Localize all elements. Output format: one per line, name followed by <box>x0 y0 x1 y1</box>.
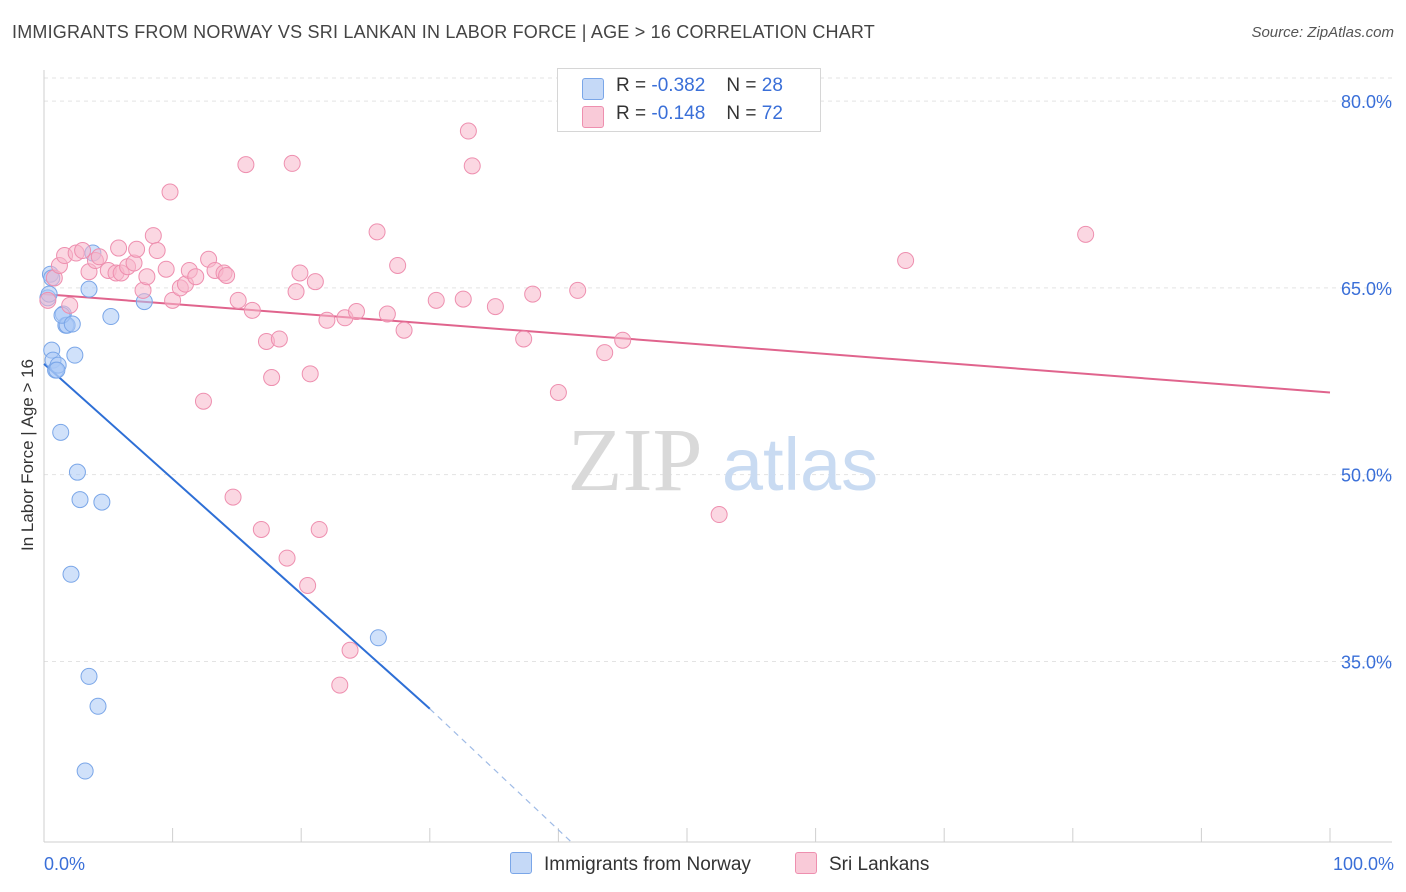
point-srilanka <box>278 549 296 567</box>
y-tick-label: 35.0% <box>1341 652 1392 672</box>
y-tick-label: 65.0% <box>1341 279 1392 299</box>
point-srilanka <box>39 291 57 309</box>
point-srilanka <box>243 301 261 319</box>
bottom-legend-swatch-norway <box>510 852 532 874</box>
point-srilanka <box>287 283 305 301</box>
y-tick-label: 50.0% <box>1341 466 1392 486</box>
trend-line-norway <box>43 363 431 710</box>
point-srilanka <box>90 248 108 266</box>
point-srilanka <box>144 227 162 245</box>
point-srilanka <box>291 264 309 282</box>
point-srilanka <box>310 520 328 538</box>
point-srilanka <box>524 285 542 303</box>
watermark-zip: ZIP <box>568 411 703 510</box>
point-srilanka <box>164 291 182 309</box>
point-norway <box>89 697 107 715</box>
point-srilanka <box>218 266 236 284</box>
point-srilanka <box>1077 225 1095 243</box>
point-srilanka <box>614 331 632 349</box>
chart-title: IMMIGRANTS FROM NORWAY VS SRI LANKAN IN … <box>12 22 875 42</box>
point-srilanka <box>110 239 128 257</box>
point-norway <box>76 762 94 780</box>
point-srilanka <box>395 321 413 339</box>
point-srilanka <box>263 369 281 387</box>
point-srilanka <box>331 676 349 694</box>
point-norway <box>52 423 70 441</box>
point-srilanka <box>187 268 205 286</box>
point-srilanka <box>515 330 533 348</box>
x-tick-label-max: 100.0% <box>1333 854 1394 874</box>
point-srilanka <box>459 122 477 140</box>
y-tick-label: 80.0% <box>1341 92 1392 112</box>
y-axis-label: In Labor Force | Age > 16 <box>18 358 37 552</box>
point-norway <box>63 315 81 333</box>
point-srilanka <box>252 520 270 538</box>
legend-text-srilanka: R = -0.148 N = 72 <box>616 103 783 124</box>
point-norway <box>68 463 86 481</box>
legend-swatch-srilanka <box>582 106 604 128</box>
point-srilanka <box>229 291 247 309</box>
point-srilanka <box>270 330 288 348</box>
point-norway <box>66 346 84 364</box>
trend-line-norway-extrapolated <box>429 708 572 843</box>
point-srilanka <box>161 183 179 201</box>
point-srilanka <box>569 281 587 299</box>
point-srilanka <box>368 223 386 241</box>
point-norway <box>80 280 98 298</box>
point-norway <box>71 491 89 509</box>
point-norway <box>80 667 98 685</box>
correlation-legend: R = -0.382 N = 28 R = -0.148 N = 72 <box>557 68 821 132</box>
source-label: Source: ZipAtlas.com <box>1251 24 1394 41</box>
bottom-legend-srilanka: Sri Lankans <box>795 852 929 876</box>
watermark: ZIP atlas <box>568 411 879 510</box>
bottom-legend-swatch-srilanka <box>795 852 817 874</box>
point-srilanka <box>318 311 336 329</box>
point-srilanka <box>341 641 359 659</box>
point-srilanka <box>157 260 175 278</box>
point-norway <box>93 493 111 511</box>
point-srilanka <box>138 268 156 286</box>
point-norway <box>369 629 387 647</box>
point-srilanka <box>347 303 365 321</box>
data-points <box>39 122 1095 780</box>
point-srilanka <box>454 290 472 308</box>
tick-labels: 35.0% 50.0% 65.0% 80.0% 0.0% 100.0% <box>44 92 1394 874</box>
point-srilanka <box>306 273 324 291</box>
point-srilanka <box>596 344 614 362</box>
point-srilanka <box>224 488 242 506</box>
point-srilanka <box>237 156 255 174</box>
watermark-atlas: atlas <box>722 423 878 506</box>
x-tick-label-min: 0.0% <box>44 854 85 874</box>
point-srilanka <box>389 256 407 274</box>
point-srilanka <box>283 154 301 172</box>
point-srilanka <box>549 383 567 401</box>
point-srilanka <box>486 298 504 316</box>
point-srilanka <box>299 576 317 594</box>
point-srilanka <box>61 296 79 314</box>
bottom-legend-norway: Immigrants from Norway <box>510 852 751 876</box>
point-srilanka <box>301 365 319 383</box>
point-srilanka <box>427 291 445 309</box>
point-srilanka <box>710 506 728 524</box>
point-srilanka <box>463 157 481 175</box>
trend-lines <box>43 293 1331 843</box>
axes <box>43 70 1392 843</box>
point-norway <box>102 308 120 326</box>
point-norway <box>48 361 66 379</box>
legend-swatch-norway <box>582 78 604 100</box>
point-srilanka <box>378 305 396 323</box>
point-srilanka <box>897 252 915 270</box>
legend-text-norway: R = -0.382 N = 28 <box>616 75 783 96</box>
point-srilanka <box>74 242 92 260</box>
point-srilanka <box>148 242 166 260</box>
point-srilanka <box>194 392 212 410</box>
point-srilanka <box>128 240 146 258</box>
point-norway <box>62 565 80 583</box>
trend-line-srilanka <box>43 293 1331 394</box>
